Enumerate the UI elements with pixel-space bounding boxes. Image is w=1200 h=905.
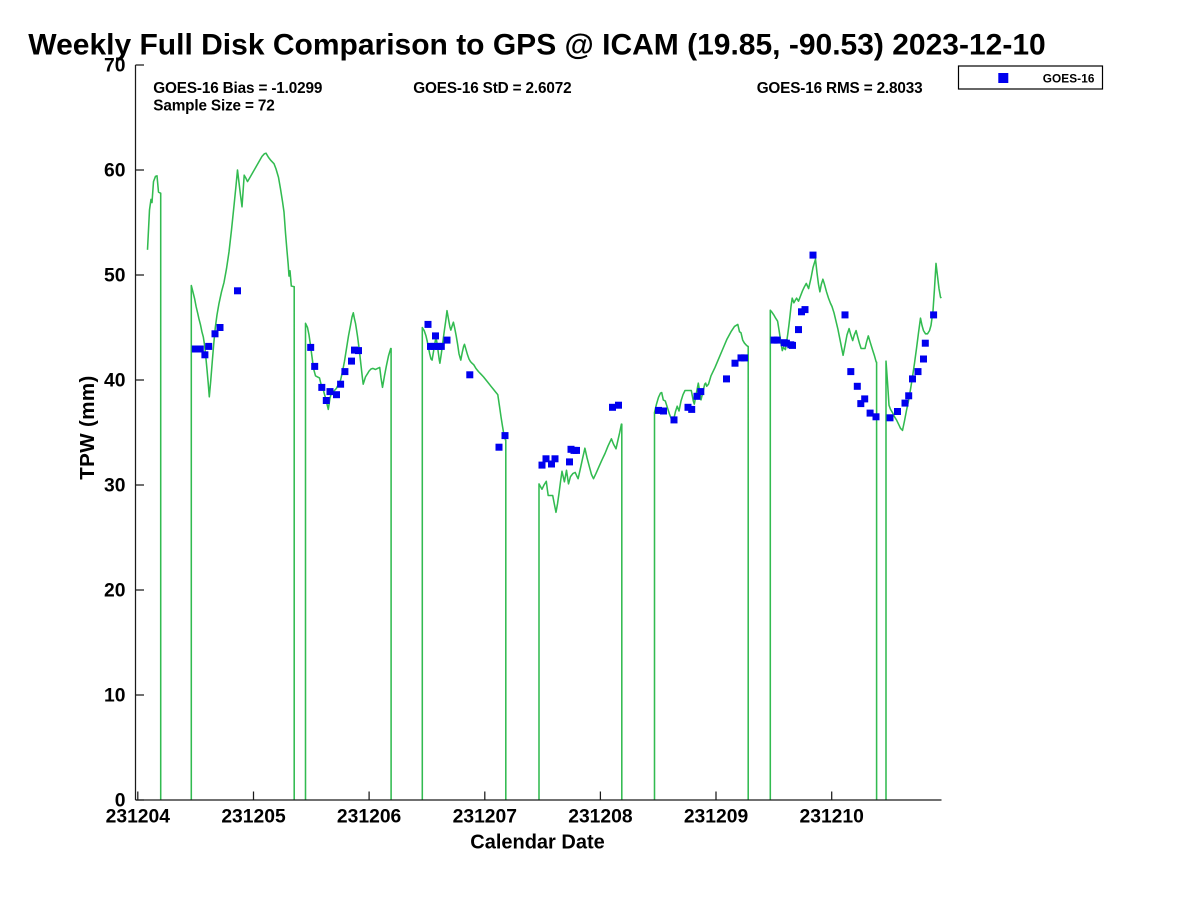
svg-text:10: 10 xyxy=(104,686,125,707)
svg-text:GOES-16 Bias = -1.0299: GOES-16 Bias = -1.0299 xyxy=(153,80,322,97)
svg-text:Sample Size = 72: Sample Size = 72 xyxy=(153,98,274,115)
svg-text:70: 70 xyxy=(104,56,125,77)
svg-text:50: 50 xyxy=(104,266,125,287)
svg-text:0: 0 xyxy=(115,791,126,812)
svg-text:231210: 231210 xyxy=(800,807,864,828)
svg-text:231207: 231207 xyxy=(453,807,517,828)
svg-text:231205: 231205 xyxy=(221,807,286,828)
svg-text:40: 40 xyxy=(104,371,125,392)
svg-text:Calendar Date: Calendar Date xyxy=(470,832,605,854)
svg-text:Weekly Full Disk Comparison to: Weekly Full Disk Comparison to GPS @ ICA… xyxy=(28,29,1045,62)
svg-text:30: 30 xyxy=(104,476,125,497)
svg-text:GOES-16 StD = 2.6072: GOES-16 StD = 2.6072 xyxy=(413,80,571,97)
svg-text:GOES-16 RMS = 2.8033: GOES-16 RMS = 2.8033 xyxy=(757,80,923,97)
svg-text:231209: 231209 xyxy=(684,807,748,828)
svg-text:TPW (mm): TPW (mm) xyxy=(76,375,99,480)
svg-text:231206: 231206 xyxy=(337,807,402,828)
svg-text:231204: 231204 xyxy=(106,807,171,828)
svg-text:20: 20 xyxy=(104,581,125,602)
svg-text:231208: 231208 xyxy=(568,807,633,828)
svg-text:60: 60 xyxy=(104,161,125,182)
svg-text:GOES-16: GOES-16 xyxy=(1043,71,1095,85)
